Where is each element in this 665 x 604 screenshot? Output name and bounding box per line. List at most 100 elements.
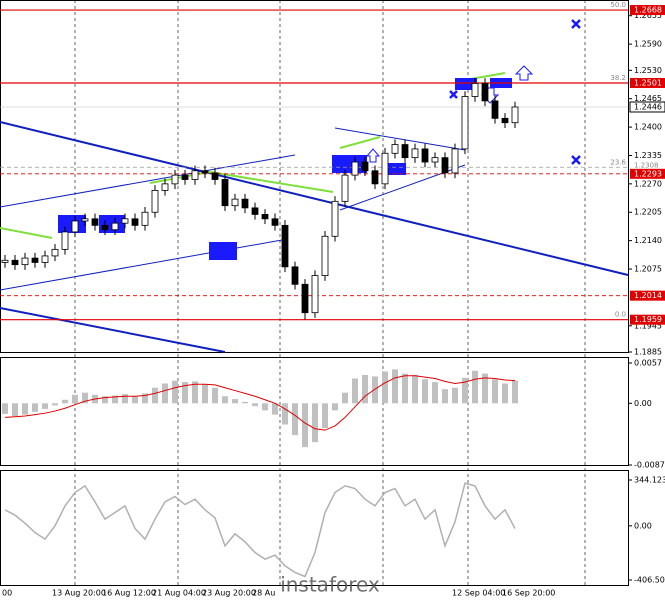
- macd-bar: [2, 403, 8, 414]
- y-tick-label: 1.2400: [634, 123, 662, 132]
- candle-body: [471, 83, 479, 97]
- candle-body: [301, 283, 309, 314]
- candle-body: [161, 183, 169, 191]
- candle-body: [511, 106, 519, 124]
- macd-bar: [482, 373, 488, 404]
- macd-bar: [442, 389, 448, 404]
- y-tick-label: 344.1237: [634, 476, 665, 485]
- candle-body: [451, 148, 459, 174]
- y-tick-label: -406.505: [634, 576, 665, 585]
- macd-bar: [112, 395, 118, 404]
- macd-bar: [252, 403, 258, 407]
- macd-bar: [192, 381, 198, 404]
- macd-bar: [152, 387, 158, 404]
- x-tick-label: 13 Aug 20:00: [52, 589, 106, 598]
- candle-body: [41, 255, 49, 263]
- price-tag-label: 1.2293: [634, 169, 662, 178]
- candle-body: [431, 157, 439, 163]
- x-tick-label: 23 Aug 20:00: [202, 589, 256, 598]
- candle-body: [141, 211, 149, 226]
- fib-label: 23.6: [610, 158, 626, 166]
- macd-bar: [52, 403, 58, 406]
- candle-body: [281, 224, 289, 268]
- watermark: instaforex: [280, 573, 380, 597]
- macd-bar: [222, 396, 228, 404]
- fib-label: 38.2: [610, 74, 626, 82]
- price-tag: [630, 314, 665, 325]
- price-tag: [630, 5, 665, 16]
- candle-body: [481, 83, 489, 102]
- macd-bar: [472, 370, 478, 404]
- price-tag-label: 1.2668: [634, 6, 662, 15]
- candle-body: [391, 144, 399, 154]
- macd-bar: [302, 403, 308, 448]
- candle-body: [111, 222, 119, 231]
- candle-body: [11, 259, 19, 266]
- macd-bar: [182, 382, 188, 404]
- candle-body: [331, 200, 339, 237]
- candle-body: [341, 174, 349, 202]
- macd-bar: [42, 403, 48, 409]
- candle-body: [1, 259, 9, 263]
- macd-bar: [312, 403, 318, 443]
- macd-bar: [332, 403, 338, 411]
- panel-frames: [0, 0, 629, 586]
- y-tick-label: 1.2590: [634, 40, 662, 49]
- markers: [449, 19, 581, 165]
- candle-body: [151, 190, 159, 213]
- macd-bar: [422, 379, 428, 404]
- candle-body: [351, 161, 359, 176]
- fib-label: 0.0: [615, 311, 626, 319]
- y-tick-label: 1.1945: [634, 321, 662, 330]
- y-tick-label: 1.1885: [634, 348, 662, 357]
- vertical-grid: [74, 0, 586, 586]
- macd-signal: [4, 375, 516, 431]
- macd-bar: [512, 380, 518, 404]
- candle-body: [131, 218, 139, 226]
- macd-bar: [272, 403, 278, 415]
- y-tick-label: 1.2530: [634, 66, 662, 75]
- macd-bar: [292, 403, 298, 436]
- price-tag-label: 1.2014: [634, 291, 662, 300]
- macd-bar: [372, 376, 378, 404]
- macd-bar: [72, 394, 78, 404]
- macd-bar: [142, 393, 148, 404]
- macd-bar: [32, 403, 38, 412]
- candle-body: [201, 170, 209, 174]
- candle-body: [181, 174, 189, 180]
- candle-body: [191, 170, 199, 180]
- x-tick-label: 12 Sep 04:00: [452, 589, 505, 598]
- candle-body: [321, 235, 329, 276]
- candle-body: [241, 198, 249, 209]
- fib-label: 50.0: [610, 1, 626, 9]
- x-tick-label: 28 Au: [252, 589, 275, 598]
- price-tag: [630, 77, 665, 88]
- candle-body: [251, 207, 259, 215]
- macd-bar: [172, 380, 178, 404]
- candle-body: [381, 152, 389, 185]
- macd-bar: [352, 378, 358, 404]
- price-tag: [630, 168, 665, 179]
- macd-bar: [62, 399, 68, 404]
- macd-bar: [462, 377, 468, 404]
- y-tick-label: 1.2270: [634, 179, 662, 188]
- cci-line: [4, 482, 516, 578]
- macd-bar: [282, 403, 288, 425]
- y-tick-label: 1.2655: [634, 11, 662, 20]
- y-tick-label: 1.2075: [634, 265, 662, 274]
- macd-bar: [502, 383, 508, 404]
- candle-body: [61, 231, 69, 250]
- y-tick-label: 1.2205: [634, 208, 662, 217]
- candle-body: [221, 179, 229, 207]
- candle-body: [501, 117, 509, 124]
- macd-bar: [342, 392, 348, 404]
- candle-body: [371, 170, 379, 185]
- macd-bar: [322, 403, 328, 429]
- macd-bar: [412, 375, 418, 404]
- candle-body: [261, 214, 269, 220]
- candle-body: [51, 248, 59, 257]
- candle-body: [491, 100, 499, 119]
